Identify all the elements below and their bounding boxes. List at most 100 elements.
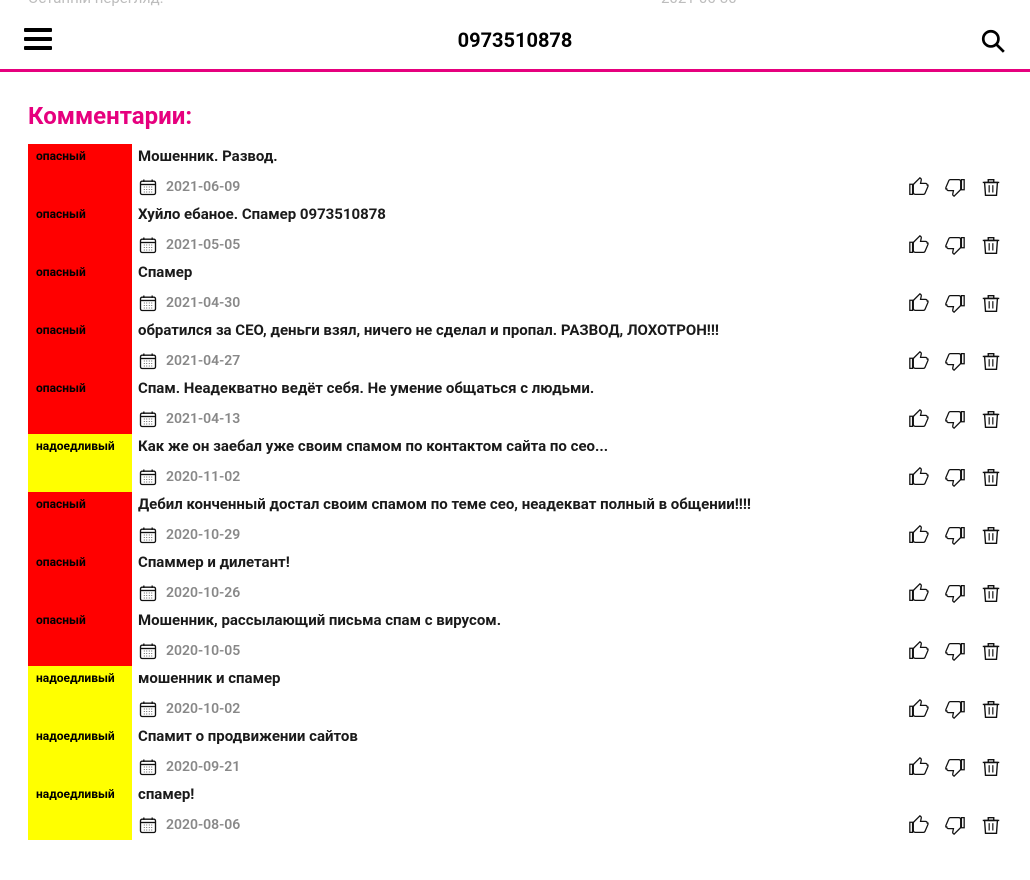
dislike-button[interactable]	[944, 234, 966, 256]
thumbs-down-icon	[944, 524, 966, 546]
thumbs-up-icon	[908, 350, 930, 372]
comment-date: 2020-10-26	[166, 585, 240, 601]
dislike-button[interactable]	[944, 524, 966, 546]
delete-button[interactable]	[980, 234, 1002, 256]
like-button[interactable]	[908, 814, 930, 836]
menu-button[interactable]	[24, 28, 52, 50]
dislike-button[interactable]	[944, 350, 966, 372]
comment-date: 2021-04-13	[166, 411, 240, 427]
delete-button[interactable]	[980, 814, 1002, 836]
comment-meta: 2021-04-27	[138, 350, 1002, 372]
trash-icon	[980, 466, 1002, 488]
comment-meta: 2020-09-21	[138, 756, 1002, 778]
like-button[interactable]	[908, 524, 930, 546]
comment-date: 2020-08-06	[166, 817, 240, 833]
dislike-button[interactable]	[944, 756, 966, 778]
search-button[interactable]	[980, 28, 1006, 54]
trash-icon	[980, 292, 1002, 314]
dislike-button[interactable]	[944, 814, 966, 836]
delete-button[interactable]	[980, 466, 1002, 488]
comment-body: Спам. Неадекватно ведёт себя. Не умение …	[132, 376, 1002, 434]
comments-list: опасный Мошенник. Развод. 2021-06-09	[28, 144, 1002, 840]
calendar-icon	[138, 525, 158, 545]
comment-date: 2020-11-02	[166, 469, 240, 485]
like-button[interactable]	[908, 176, 930, 198]
comment-text: Мошенник, рассылающий письма спам с виру…	[138, 608, 1002, 631]
like-button[interactable]	[908, 582, 930, 604]
dislike-button[interactable]	[944, 466, 966, 488]
delete-button[interactable]	[980, 698, 1002, 720]
comment-text: спамер!	[138, 782, 1002, 805]
dislike-button[interactable]	[944, 640, 966, 662]
comment-actions	[908, 350, 1002, 372]
comment-body: мошенник и спамер 2020-10-02	[132, 666, 1002, 724]
trash-icon	[980, 582, 1002, 604]
comment-text: Спамит о продвижении сайтов	[138, 724, 1002, 747]
comment-row: опасный Спамер 2021-04-30	[28, 260, 1002, 318]
comment-meta: 2020-10-05	[138, 640, 1002, 662]
rating-badge: опасный	[28, 260, 132, 318]
like-button[interactable]	[908, 698, 930, 720]
comment-date: 2020-10-05	[166, 643, 240, 659]
delete-button[interactable]	[980, 524, 1002, 546]
comment-meta: 2020-11-02	[138, 466, 1002, 488]
date-wrap: 2020-09-21	[138, 757, 240, 777]
delete-button[interactable]	[980, 582, 1002, 604]
comment-row: опасный Хуйло ебаное. Спамер 0973510878	[28, 202, 1002, 260]
like-button[interactable]	[908, 292, 930, 314]
comment-body: обратился за СЕО, деньги взял, ничего не…	[132, 318, 1002, 376]
date-wrap: 2021-05-05	[138, 235, 240, 255]
dislike-button[interactable]	[944, 292, 966, 314]
comment-meta: 2020-10-02	[138, 698, 1002, 720]
dislike-button[interactable]	[944, 582, 966, 604]
like-button[interactable]	[908, 466, 930, 488]
comment-body: спамер! 2020-08-06	[132, 782, 1002, 840]
comment-text: обратился за СЕО, деньги взял, ничего не…	[138, 318, 1002, 341]
thumbs-up-icon	[908, 756, 930, 778]
delete-button[interactable]	[980, 640, 1002, 662]
thumbs-down-icon	[944, 640, 966, 662]
delete-button[interactable]	[980, 176, 1002, 198]
info-row: Останній перегляд: 2021-06-30	[28, 0, 1002, 10]
rating-badge: надоедливый	[28, 724, 132, 782]
dislike-button[interactable]	[944, 698, 966, 720]
comment-body: Мошенник. Развод. 2021-06-09	[132, 144, 1002, 202]
comment-row: опасный Мошенник, рассылающий письма спа…	[28, 608, 1002, 666]
rating-badge: опасный	[28, 144, 132, 202]
header: 0973510878	[0, 10, 1030, 72]
comment-row: опасный обратился за СЕО, деньги взял, н…	[28, 318, 1002, 376]
date-wrap: 2021-04-30	[138, 293, 240, 313]
comment-date: 2020-10-29	[166, 527, 240, 543]
comment-actions	[908, 292, 1002, 314]
comment-body: Спаммер и дилетант! 2020-10-26	[132, 550, 1002, 608]
comment-actions	[908, 582, 1002, 604]
calendar-icon	[138, 177, 158, 197]
comment-date: 2021-04-30	[166, 295, 240, 311]
like-button[interactable]	[908, 756, 930, 778]
comment-row: опасный Спаммер и дилетант! 2020-10-2	[28, 550, 1002, 608]
like-button[interactable]	[908, 350, 930, 372]
comment-meta: 2020-10-29	[138, 524, 1002, 546]
date-wrap: 2021-04-13	[138, 409, 240, 429]
thumbs-up-icon	[908, 582, 930, 604]
page-title: 0973510878	[458, 28, 573, 52]
thumbs-down-icon	[944, 234, 966, 256]
like-button[interactable]	[908, 640, 930, 662]
delete-button[interactable]	[980, 350, 1002, 372]
comment-actions	[908, 756, 1002, 778]
like-button[interactable]	[908, 408, 930, 430]
date-wrap: 2021-06-09	[138, 177, 240, 197]
calendar-icon	[138, 815, 158, 835]
comment-meta: 2021-04-30	[138, 292, 1002, 314]
comment-row: надоедливый Как же он заебал уже своим с…	[28, 434, 1002, 492]
thumbs-down-icon	[944, 756, 966, 778]
date-wrap: 2020-08-06	[138, 815, 240, 835]
like-button[interactable]	[908, 234, 930, 256]
delete-button[interactable]	[980, 408, 1002, 430]
delete-button[interactable]	[980, 292, 1002, 314]
delete-button[interactable]	[980, 756, 1002, 778]
comment-actions	[908, 408, 1002, 430]
dislike-button[interactable]	[944, 176, 966, 198]
calendar-icon	[138, 351, 158, 371]
dislike-button[interactable]	[944, 408, 966, 430]
